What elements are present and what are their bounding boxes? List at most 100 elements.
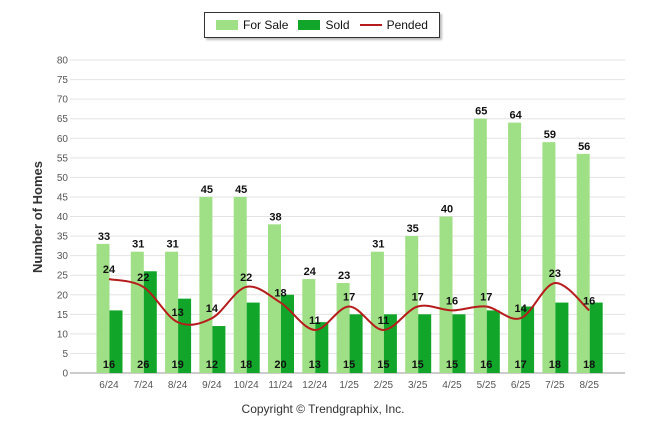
y-tick-label: 5	[62, 349, 68, 360]
sold-value-label: 15	[343, 359, 355, 371]
sold-value-label: 15	[412, 359, 424, 371]
sold-value-label: 18	[240, 359, 252, 371]
x-tick-label: 10/24	[234, 380, 259, 391]
sold-value-label: 18	[549, 359, 561, 371]
y-tick-label: 50	[57, 173, 69, 184]
pended-value-label: 14	[206, 303, 219, 315]
pended-value-label: 24	[103, 264, 116, 276]
y-tick-label: 65	[57, 114, 69, 125]
pended-value-label: 16	[583, 295, 595, 307]
legend: For Sale Sold Pended	[204, 12, 440, 38]
sold-bar	[246, 302, 260, 373]
pended-value-label: 11	[309, 315, 321, 327]
copyright-footer: Copyright © Trendgraphix, Inc.	[241, 402, 405, 416]
sold-value-label: 19	[171, 359, 183, 371]
y-tick-label: 75	[57, 75, 69, 86]
sold-bar	[589, 302, 603, 373]
for-sale-bar	[576, 153, 590, 373]
sold-bar	[143, 271, 157, 373]
for-sale-bar	[370, 251, 384, 373]
y-tick-label: 55	[57, 153, 69, 164]
legend-label-for-sale: For Sale	[243, 18, 289, 32]
legend-item-pended[interactable]: Pended	[359, 18, 428, 32]
for-sale-bar	[336, 283, 350, 373]
for-sale-bar	[130, 251, 144, 373]
for-sale-bar	[542, 142, 556, 373]
sold-value-label: 17	[514, 359, 526, 371]
x-tick-label: 6/24	[99, 380, 119, 391]
x-tick-label: 12/24	[302, 380, 327, 391]
y-tick-label: 0	[62, 369, 68, 380]
sold-bar	[555, 302, 569, 373]
for-sale-value-label: 23	[338, 270, 350, 282]
y-tick-label: 35	[57, 232, 69, 243]
x-tick-label: 8/24	[168, 380, 188, 391]
pended-value-label: 14	[514, 303, 527, 315]
for-sale-value-label: 40	[441, 204, 453, 216]
legend-item-sold[interactable]: Sold	[298, 18, 350, 32]
for-sale-value-label: 33	[98, 231, 110, 243]
y-axis-ticks: 0 5 10 15 20 25 30 35 40 45 50 55 60 65 70 75 80	[57, 56, 69, 380]
for-sale-value-label: 24	[304, 266, 317, 278]
data-labels: 33 16 24 31 26 22 31 19 13 45 12 14 45 18 22 38 20 18 24 13…	[98, 106, 595, 371]
y-tick-label: 15	[57, 310, 69, 321]
x-tick-label: 2/25	[374, 380, 394, 391]
x-tick-label: 5/25	[477, 380, 497, 391]
pended-value-label: 11	[378, 315, 390, 327]
x-tick-label: 4/25	[442, 380, 462, 391]
for-sale-value-label: 31	[166, 239, 178, 251]
y-tick-label: 70	[57, 95, 69, 106]
for-sale-value-label: 31	[372, 239, 384, 251]
sold-bar	[212, 326, 226, 373]
x-tick-label: 11/24	[268, 380, 293, 391]
x-axis-ticks: 6/24 7/24 8/24 9/24 10/24 11/24 12/24 1/25 2/25 3…	[99, 380, 599, 391]
for-sale-bar	[508, 122, 522, 373]
pended-value-label: 13	[171, 307, 183, 319]
x-tick-label: 9/24	[202, 380, 222, 391]
y-tick-label: 80	[57, 56, 69, 67]
gridlines	[70, 59, 625, 374]
legend-label-pended: Pended	[386, 18, 428, 32]
sold-swatch	[298, 20, 321, 30]
pended-series-line	[108, 278, 590, 331]
for-sale-value-label: 64	[509, 110, 522, 122]
sold-value-label: 13	[309, 359, 321, 371]
sold-value-label: 15	[377, 359, 389, 371]
sold-value-label: 12	[206, 359, 218, 371]
pended-value-label: 16	[446, 295, 458, 307]
x-tick-label: 8/25	[579, 380, 599, 391]
for-sale-value-label: 56	[578, 141, 590, 153]
x-tick-label: 6/25	[511, 380, 531, 391]
for-sale-bar	[302, 279, 316, 373]
x-tick-label: 3/25	[408, 380, 428, 391]
pended-value-label: 17	[480, 291, 492, 303]
for-sale-bar	[199, 196, 213, 373]
for-sale-value-label: 38	[269, 211, 281, 223]
for-sale-value-label: 35	[407, 223, 419, 235]
pended-value-label: 22	[240, 272, 252, 284]
for-sale-bar	[439, 216, 453, 373]
x-tick-label: 1/25	[339, 380, 359, 391]
for-sale-bar	[96, 243, 110, 373]
pended-value-label: 18	[274, 288, 286, 300]
legend-item-for-sale[interactable]: For Sale	[216, 18, 288, 32]
pended-value-label: 17	[412, 291, 424, 303]
pended-value-label: 23	[549, 268, 561, 280]
sold-bar	[486, 310, 500, 373]
for-sale-swatch	[216, 20, 239, 30]
for-sale-bar	[233, 196, 247, 373]
sold-value-label: 16	[480, 359, 492, 371]
sold-value-label: 18	[583, 359, 595, 371]
sold-value-label: 26	[137, 359, 149, 371]
for-sale-value-label: 59	[544, 129, 556, 141]
for-sale-bar	[165, 251, 179, 373]
x-tick-label: 7/24	[134, 380, 154, 391]
pended-value-label: 22	[137, 272, 149, 284]
sold-value-label: 15	[446, 359, 458, 371]
sold-bar	[452, 314, 466, 373]
for-sale-value-label: 31	[132, 239, 144, 251]
y-tick-label: 40	[57, 212, 69, 223]
x-tick-label: 7/25	[545, 380, 565, 391]
sold-bar	[418, 314, 432, 373]
